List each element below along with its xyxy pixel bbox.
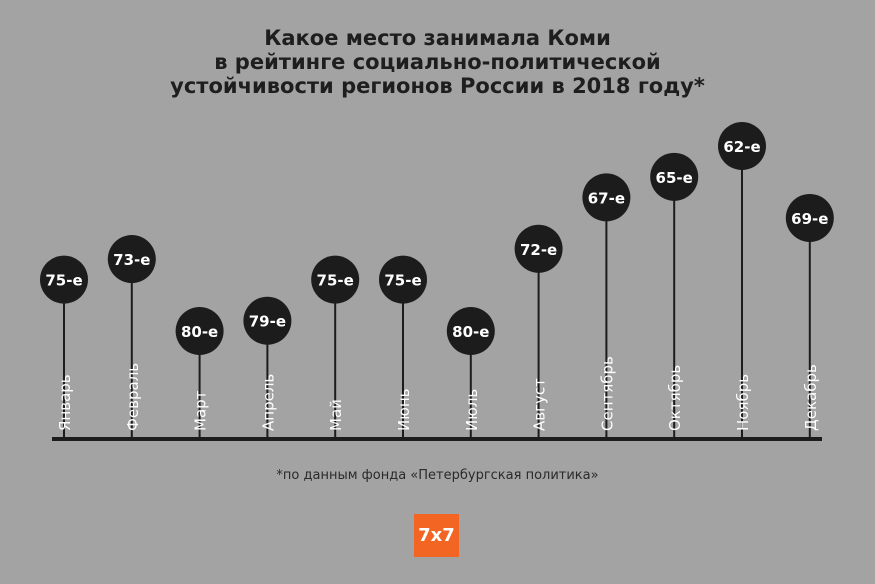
marker-9 (582, 173, 631, 222)
month-label-2: Февраль (124, 363, 142, 431)
month-label-4: Апрель (259, 374, 277, 431)
month-label-9: Сентябрь (598, 356, 616, 431)
rank-label-6: 75-е (384, 272, 421, 290)
title-line-2: в рейтинге социально-политической (214, 50, 661, 74)
marker-10 (650, 152, 699, 201)
rank-label-9: 67-е (588, 189, 625, 207)
title-line-3: устойчивости регионов России в 2018 году… (170, 74, 705, 98)
month-label-6: Июнь (395, 389, 413, 432)
marker-4 (243, 296, 292, 345)
month-label-5: Май (327, 399, 345, 431)
rank-label-2: 73-е (113, 251, 150, 269)
rank-label-7: 80-е (452, 323, 489, 341)
chart-title: Какое место занимала Коми в рейтинге соц… (0, 26, 875, 98)
marker-3 (175, 307, 224, 355)
rank-label-12: 69-е (791, 210, 828, 228)
month-label-3: Март (192, 390, 210, 431)
marker-7 (446, 307, 495, 355)
footnote: *по данным фонда «Петербургская политика… (276, 468, 599, 483)
rank-label-1: 75-е (45, 272, 82, 290)
marker-8 (514, 224, 563, 273)
month-label-10: Октябрь (666, 365, 684, 431)
month-label-8: Август (531, 378, 549, 431)
marker-6 (379, 255, 427, 304)
rank-label-5: 75-е (317, 272, 354, 290)
month-label-12: Декабрь (802, 364, 820, 431)
marker-5 (311, 255, 360, 304)
rank-label-11: 62-е (723, 138, 760, 156)
month-label-7: Июль (463, 389, 481, 431)
title-line-1: Какое место занимала Коми (264, 26, 611, 50)
marker-12 (785, 193, 834, 242)
marker-2 (107, 235, 156, 284)
rank-label-3: 80-е (181, 323, 218, 341)
month-label-11: Ноябрь (734, 374, 752, 431)
rank-label-10: 65-е (656, 169, 693, 187)
rank-label-4: 79-е (249, 313, 286, 331)
marker-11 (718, 122, 766, 170)
logo-7x7[interactable]: 7x7 (414, 514, 459, 557)
month-label-1: Январь (56, 374, 74, 431)
rank-label-8: 72-е (520, 241, 557, 259)
marker-1 (40, 255, 88, 304)
